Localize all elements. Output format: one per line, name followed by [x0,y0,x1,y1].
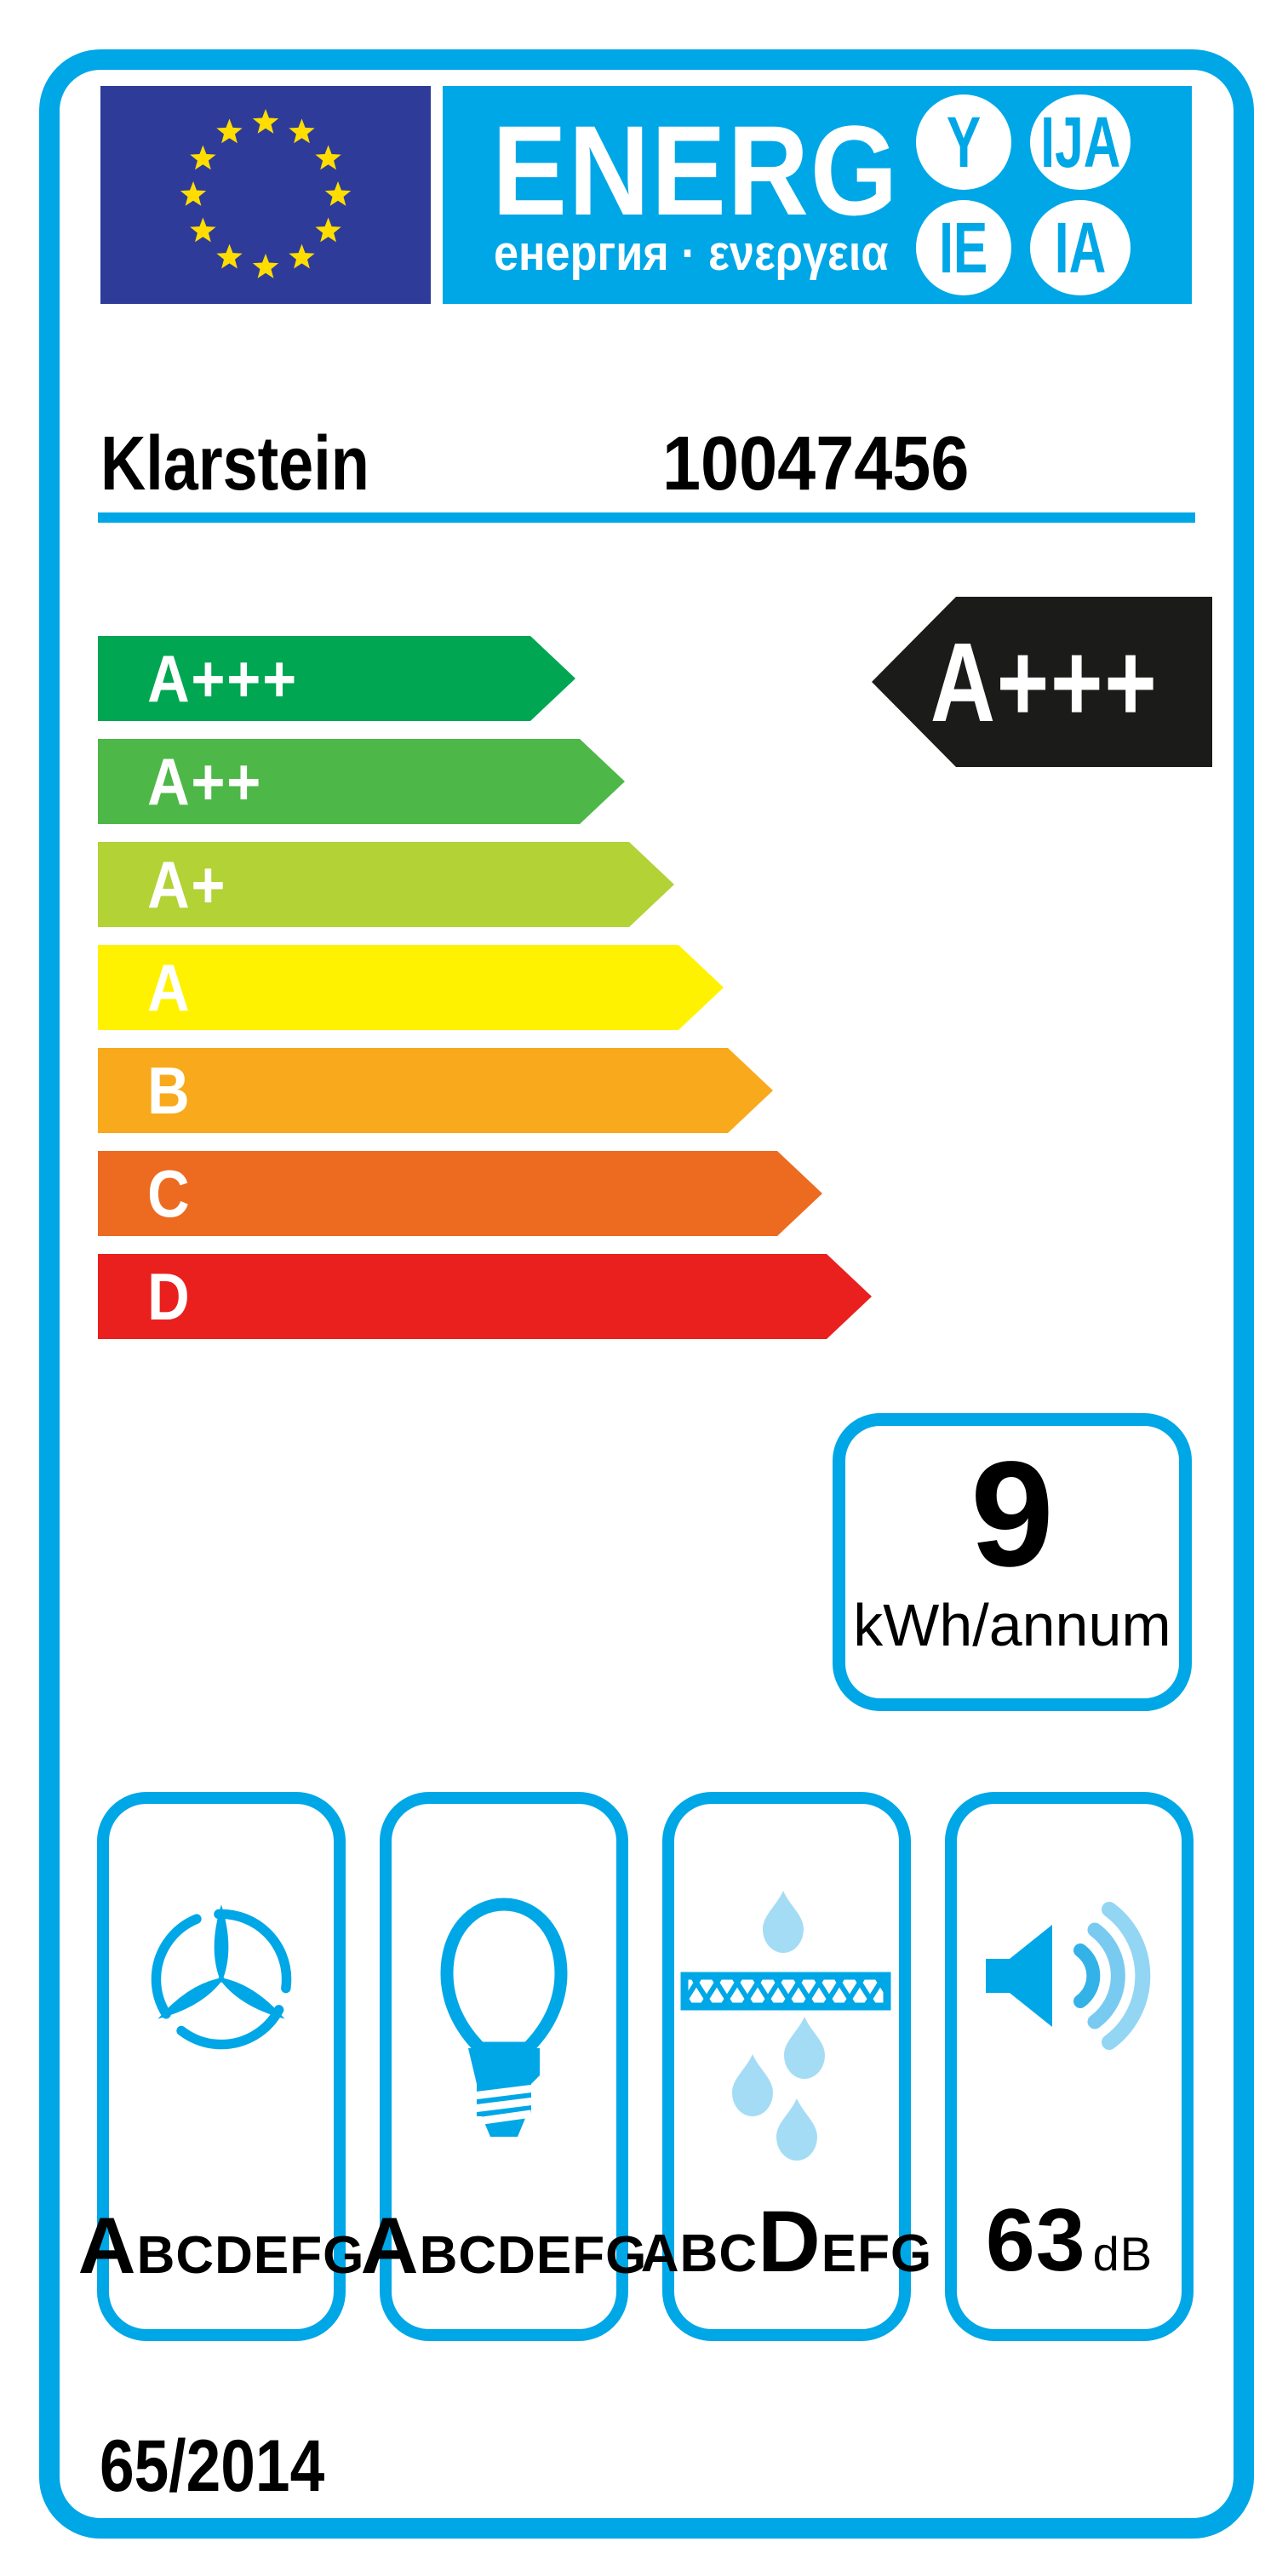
rating-arrow-label: B [147,1052,192,1128]
brand-name: Klarstein [100,421,369,507]
annual-energy-unit: kWh/annum [853,1592,1171,1658]
language-badge-ija: IJA [1030,94,1131,190]
rating-arrow-b: B [98,1048,773,1133]
rating-arrow-label: A [147,949,192,1025]
rating-arrow-label: A++ [147,743,263,819]
fan-icon [151,1904,292,2050]
noise-unit: dB [1092,2227,1153,2281]
annual-energy-value: 9 [970,1431,1054,1598]
language-badge-y: Y [916,94,1011,190]
regulation-number: 65/2014 [100,2425,325,2507]
noise-value: 63 [985,2191,1086,2290]
rating-arrow-a-plus-plus-plus: A+++ [98,636,575,721]
grease-filtering-class: ABC D EFG [640,2193,933,2290]
rating-arrow-d: D [98,1254,872,1339]
language-badge-ie: IE [916,200,1011,295]
rating-arrow-c: C [98,1151,822,1236]
label-border-frame [39,49,1254,2539]
light-bulb-icon [440,1898,568,2137]
annual-energy-box: 9 kWh/annum [833,1413,1192,1711]
model-number: 10047456 [662,421,970,507]
rating-arrow-label: A+ [147,846,227,922]
language-badge-ia: IA [1030,200,1131,295]
rating-arrow-label: A+++ [147,640,298,716]
divider-rule [98,512,1195,523]
selected-class-label: A+++ [930,619,1159,745]
noise-value-line: 63 dB [986,2190,1153,2292]
rating-arrow-label: C [147,1155,192,1231]
fan-efficiency-class: A BCDEFG [77,2201,365,2290]
eu-flag [100,86,431,304]
lighting-efficiency-box: A BCDEFG [361,1792,646,2341]
energ-subtext: енергия · ενεργεια [494,226,889,281]
selected-class-arrow: A+++ [872,597,1212,767]
energ-word: ENERG [492,99,900,242]
rating-arrow-a-plus-plus: A++ [98,739,625,824]
energ-logo-box: ENERG енергия · ενεργεια Y IJA IE IA [443,86,1192,304]
grease-filtering-box: ABC D EFG [641,1792,931,2341]
grease-filter-icon [680,1891,891,2161]
noise-box: 63 dB [945,1792,1194,2341]
rating-arrow-label: D [147,1258,192,1334]
lighting-efficiency-class: A BCDEFG [360,2201,648,2290]
fan-efficiency-box: A BCDEFG [78,1792,364,2341]
rating-arrow-a-plus: A+ [98,842,674,927]
speaker-icon [986,1902,1151,2050]
rating-arrow-a: A [98,945,724,1030]
